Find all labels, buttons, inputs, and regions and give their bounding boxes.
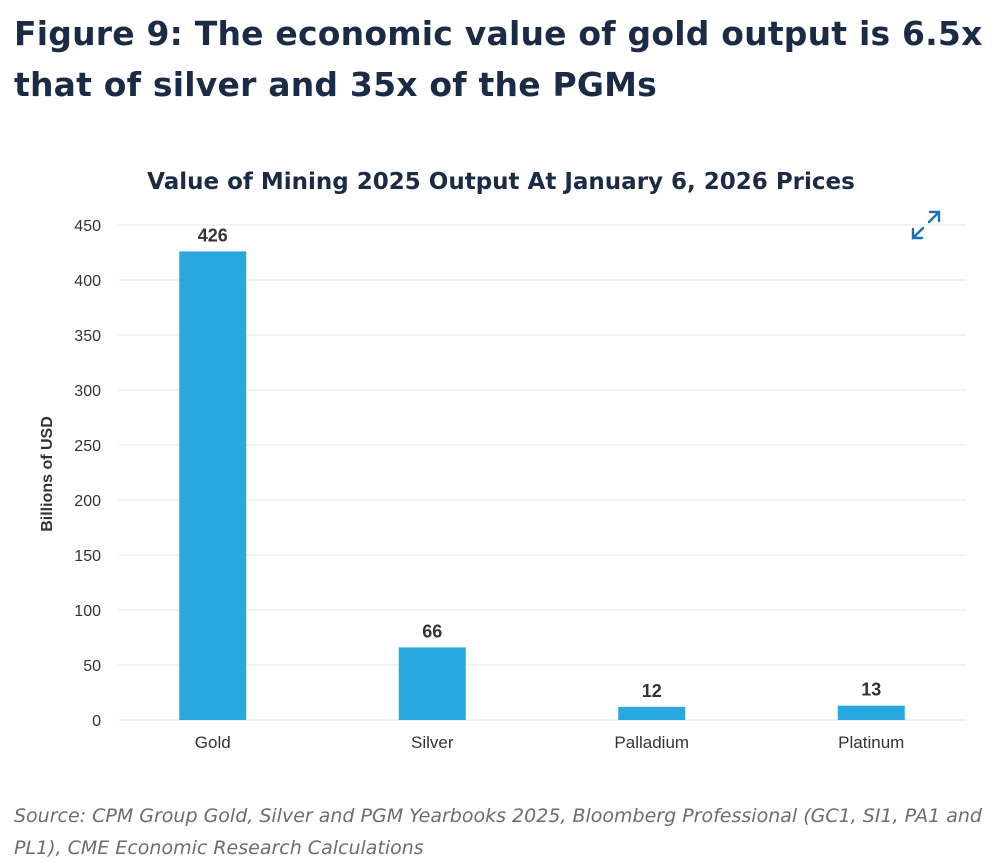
y-axis-label: Billions of USD: [39, 416, 56, 532]
y-tick-label: 0: [92, 713, 101, 730]
bar-platinum: [837, 705, 905, 720]
source-note: Source: CPM Group Gold, Silver and PGM Y…: [14, 805, 982, 859]
y-tick-label: 300: [74, 383, 101, 400]
bar-palladium: [618, 706, 686, 720]
bar-silver: [398, 647, 466, 720]
chart-title: Value of Mining 2025 Output At January 6…: [147, 169, 855, 195]
x-tick-label: Silver: [411, 733, 454, 752]
bar-chart: Value of Mining 2025 Output At January 6…: [39, 169, 966, 752]
y-tick-label: 400: [74, 273, 101, 290]
y-tick-label: 350: [74, 328, 101, 345]
y-tick-label: 450: [74, 218, 101, 235]
data-label: 426: [198, 225, 228, 245]
expand-arrows-icon[interactable]: [911, 210, 941, 240]
figure-title: Figure 9: The economic value of gold out…: [14, 14, 983, 104]
data-label: 13: [861, 680, 881, 700]
y-tick-label: 150: [74, 548, 101, 565]
data-label: 12: [642, 681, 662, 701]
y-tick-label: 200: [74, 493, 101, 510]
y-tick-label: 50: [83, 658, 101, 675]
y-tick-label: 100: [74, 603, 101, 620]
x-tick-label: Palladium: [614, 733, 689, 752]
x-tick-label: Gold: [195, 733, 231, 752]
bar-gold: [179, 251, 247, 720]
y-tick-label: 250: [74, 438, 101, 455]
data-label: 66: [422, 621, 442, 641]
x-tick-label: Platinum: [838, 733, 904, 752]
